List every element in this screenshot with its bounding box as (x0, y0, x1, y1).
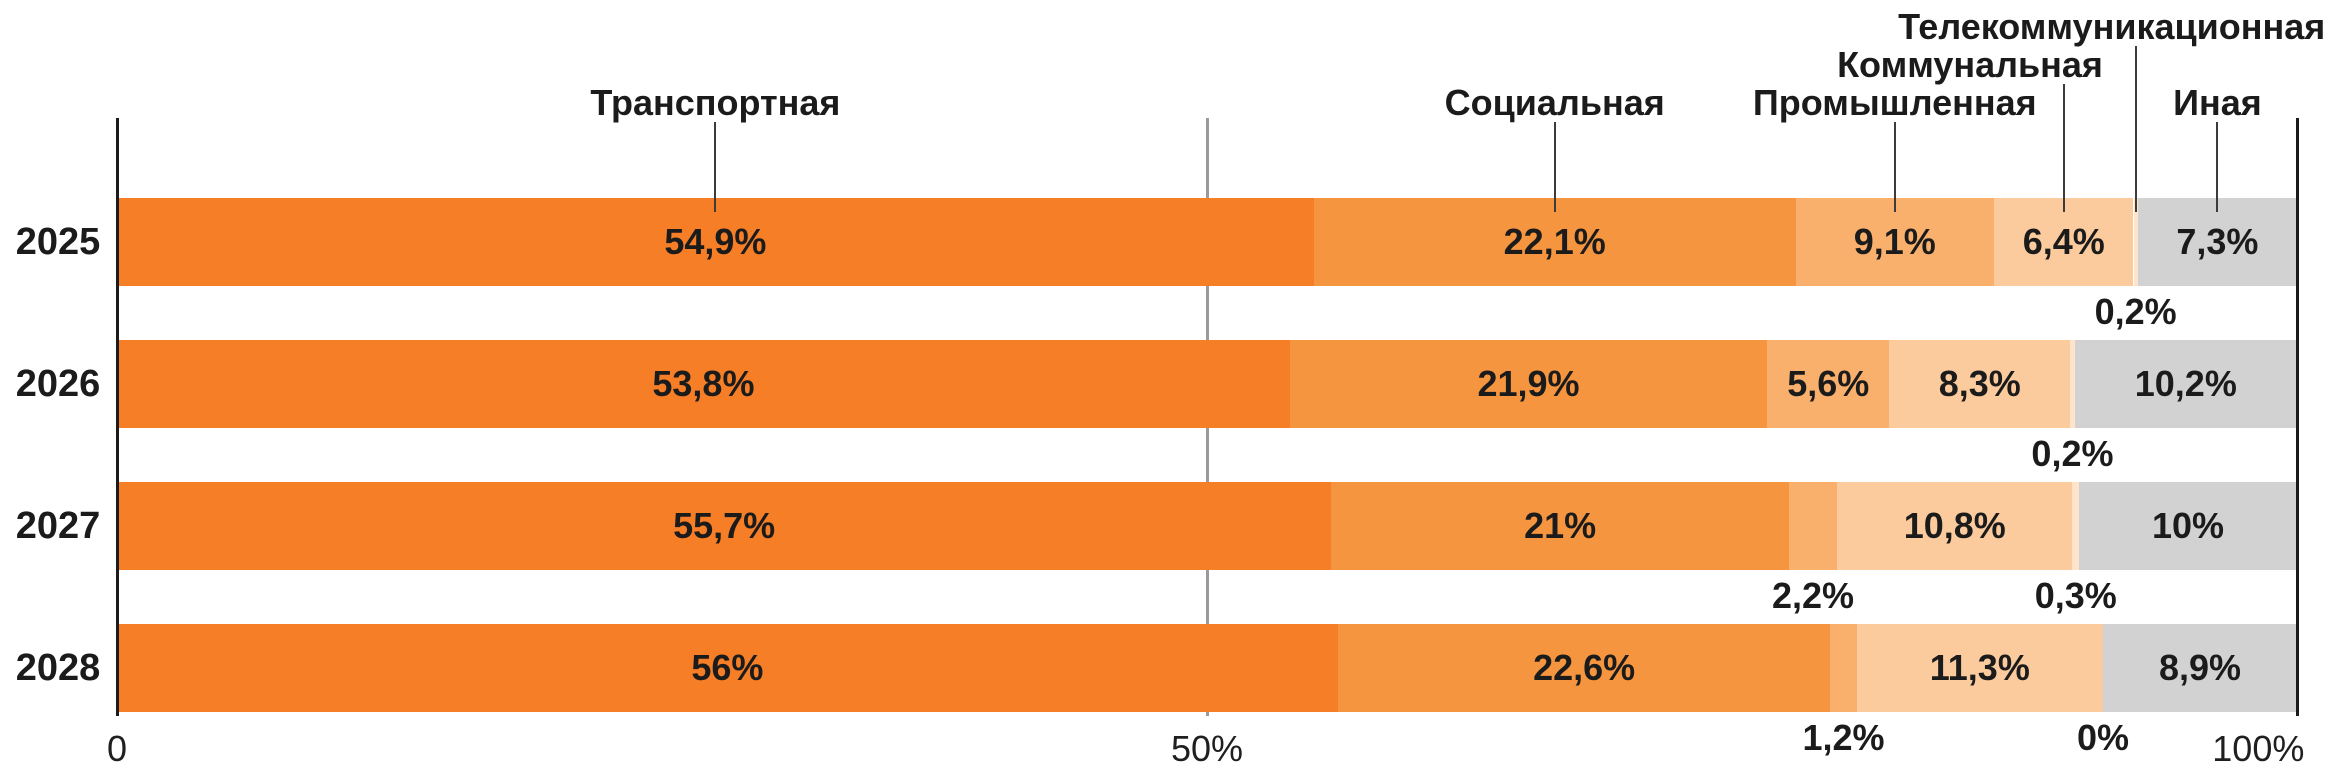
year-label-2028: 2028 (15, 647, 101, 689)
value-label-below-industrial: 2,2% (1772, 575, 1855, 616)
category-label-transport: Транспортная (590, 82, 841, 123)
bar-row-2026: 53,8% 21,9% 5,6% 8,3% 10,2% (117, 340, 2297, 428)
segment-transport: 53,8% (117, 340, 1290, 428)
segment-transport: 56% (117, 624, 1338, 712)
bar-row-2025: 54,9% 22,1% 9,1% 6,4% 7,3% (117, 198, 2297, 286)
segment-social: 21% (1331, 482, 1790, 570)
segment-telecom (2133, 198, 2138, 286)
segment-industrial (1789, 482, 1837, 570)
axis-tick-label-100: 100% (2212, 728, 2305, 769)
segment-other: 10% (2079, 482, 2297, 570)
segment-other: 8,9% (2102, 624, 2297, 712)
bar-row-2027: 55,7% 21% 10,8% 10% (117, 482, 2297, 570)
segment-telecom (2070, 340, 2075, 428)
value-label-industrial: 5,6% (1787, 363, 1870, 404)
category-label-telecom: Телекоммуникационная (1898, 6, 2326, 47)
year-label-2027: 2027 (15, 505, 101, 547)
category-label-social: Социальная (1444, 82, 1665, 123)
axis-line-100 (2295, 118, 2299, 716)
segment-telecom (2072, 482, 2079, 570)
leader-line-industrial (1893, 122, 1896, 212)
category-label-utilities: Коммунальная (1837, 44, 2103, 85)
category-label-other: Иная (2173, 82, 2262, 123)
segment-utilities: 11,3% (1856, 624, 2103, 712)
value-label-transport: 56% (691, 647, 764, 688)
value-label-transport: 53,8% (652, 363, 755, 404)
segment-social: 22,6% (1337, 624, 1831, 712)
segment-utilities: 10,8% (1837, 482, 2073, 570)
value-label-below-telecom: 0,2% (2031, 433, 2114, 474)
value-label-below-industrial: 1,2% (1802, 717, 1885, 758)
value-label-utilities: 11,3% (1929, 647, 2030, 688)
value-label-other: 10,2% (2134, 363, 2237, 404)
axis-tick-label-0: 0 (106, 728, 128, 769)
segment-transport: 55,7% (117, 482, 1332, 570)
leader-line-transport (714, 122, 717, 212)
leader-line-utilities (2062, 84, 2065, 212)
value-label-social: 21,9% (1477, 363, 1580, 404)
segment-utilities: 6,4% (1993, 198, 2134, 286)
segment-industrial: 5,6% (1767, 340, 1890, 428)
value-label-below-telecom: 0,3% (2034, 575, 2117, 616)
value-label-other: 8,9% (2158, 647, 2241, 688)
segment-social: 22,1% (1313, 198, 1796, 286)
segment-social: 21,9% (1289, 340, 1768, 428)
segment-industrial: 9,1% (1795, 198, 1994, 286)
value-label-below-telecom: 0,2% (2094, 291, 2177, 332)
axis-line-0 (115, 118, 119, 716)
leader-line-social (1553, 122, 1556, 212)
segment-industrial (1830, 624, 1857, 712)
value-label-industrial: 9,1% (1853, 221, 1936, 262)
year-label-2025: 2025 (15, 221, 101, 263)
segment-utilities: 8,3% (1889, 340, 2071, 428)
value-label-utilities: 6,4% (2022, 221, 2105, 262)
value-label-social: 22,6% (1533, 647, 1636, 688)
value-label-social: 22,1% (1503, 221, 1606, 262)
year-label-2026: 2026 (15, 363, 101, 405)
segment-other: 10,2% (2074, 340, 2297, 428)
value-label-utilities: 10,8% (1903, 505, 2006, 546)
leader-line-telecom (2134, 46, 2137, 212)
value-label-social: 21% (1524, 505, 1597, 546)
value-label-other: 10% (2151, 505, 2225, 546)
segment-other: 7,3% (2137, 198, 2297, 286)
value-label-below-telecom: 0% (2076, 717, 2129, 758)
leader-line-other (2216, 122, 2219, 212)
value-label-utilities: 8,3% (1938, 363, 2021, 404)
bar-row-2028: 56% 22,6% 11,3% 8,9% (117, 624, 2297, 712)
value-label-transport: 55,7% (673, 505, 776, 546)
category-label-industrial: Промышленная (1752, 82, 2037, 123)
segment-transport: 54,9% (117, 198, 1314, 286)
axis-tick-label-50: 50% (1170, 728, 1244, 769)
value-label-transport: 54,9% (664, 221, 767, 262)
value-label-other: 7,3% (2176, 221, 2259, 262)
